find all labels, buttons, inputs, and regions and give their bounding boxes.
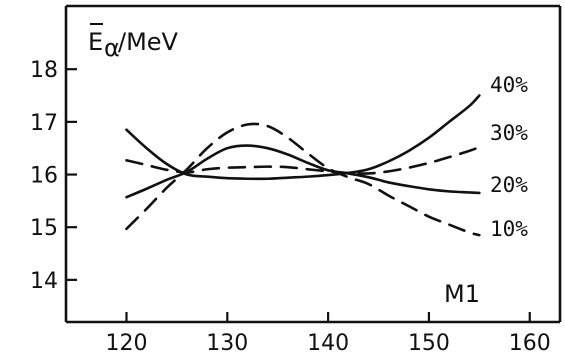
x-tick-label-140: 140 bbox=[307, 331, 349, 356]
series-label-40pct: 40% bbox=[490, 73, 528, 97]
series-label-10pct: 10% bbox=[490, 217, 528, 241]
series-line-40pct bbox=[125, 94, 481, 181]
series-label-30pct: 30% bbox=[490, 121, 528, 145]
x-ticks: 120 130 140 150 160 bbox=[105, 312, 551, 356]
series-labels: 40% 30% 20% 10% bbox=[490, 73, 528, 241]
series-label-20pct: 20% bbox=[490, 173, 528, 197]
y-tick-label-17: 17 bbox=[30, 111, 58, 136]
y-label-main: E bbox=[88, 28, 103, 56]
y-axis-label: E α /MeV bbox=[88, 23, 179, 62]
x-tick-label-160: 160 bbox=[509, 331, 551, 356]
y-ticks: 14 15 16 17 18 bbox=[30, 58, 77, 294]
x-tick-label-120: 120 bbox=[105, 331, 147, 356]
x-tick-label-130: 130 bbox=[206, 331, 248, 356]
y-tick-label-14: 14 bbox=[30, 269, 58, 294]
y-tick-label-16: 16 bbox=[30, 164, 58, 189]
y-label-subscript: α bbox=[104, 34, 120, 62]
panel-label: M1 bbox=[444, 280, 480, 308]
y-tick-label-15: 15 bbox=[30, 216, 58, 241]
series-line-10pct bbox=[125, 122, 481, 237]
x-tick-label-150: 150 bbox=[408, 331, 450, 356]
series-group bbox=[125, 94, 481, 237]
y-label-unit: /MeV bbox=[118, 28, 179, 56]
series-line-20pct bbox=[125, 144, 481, 199]
y-tick-label-18: 18 bbox=[30, 58, 58, 83]
